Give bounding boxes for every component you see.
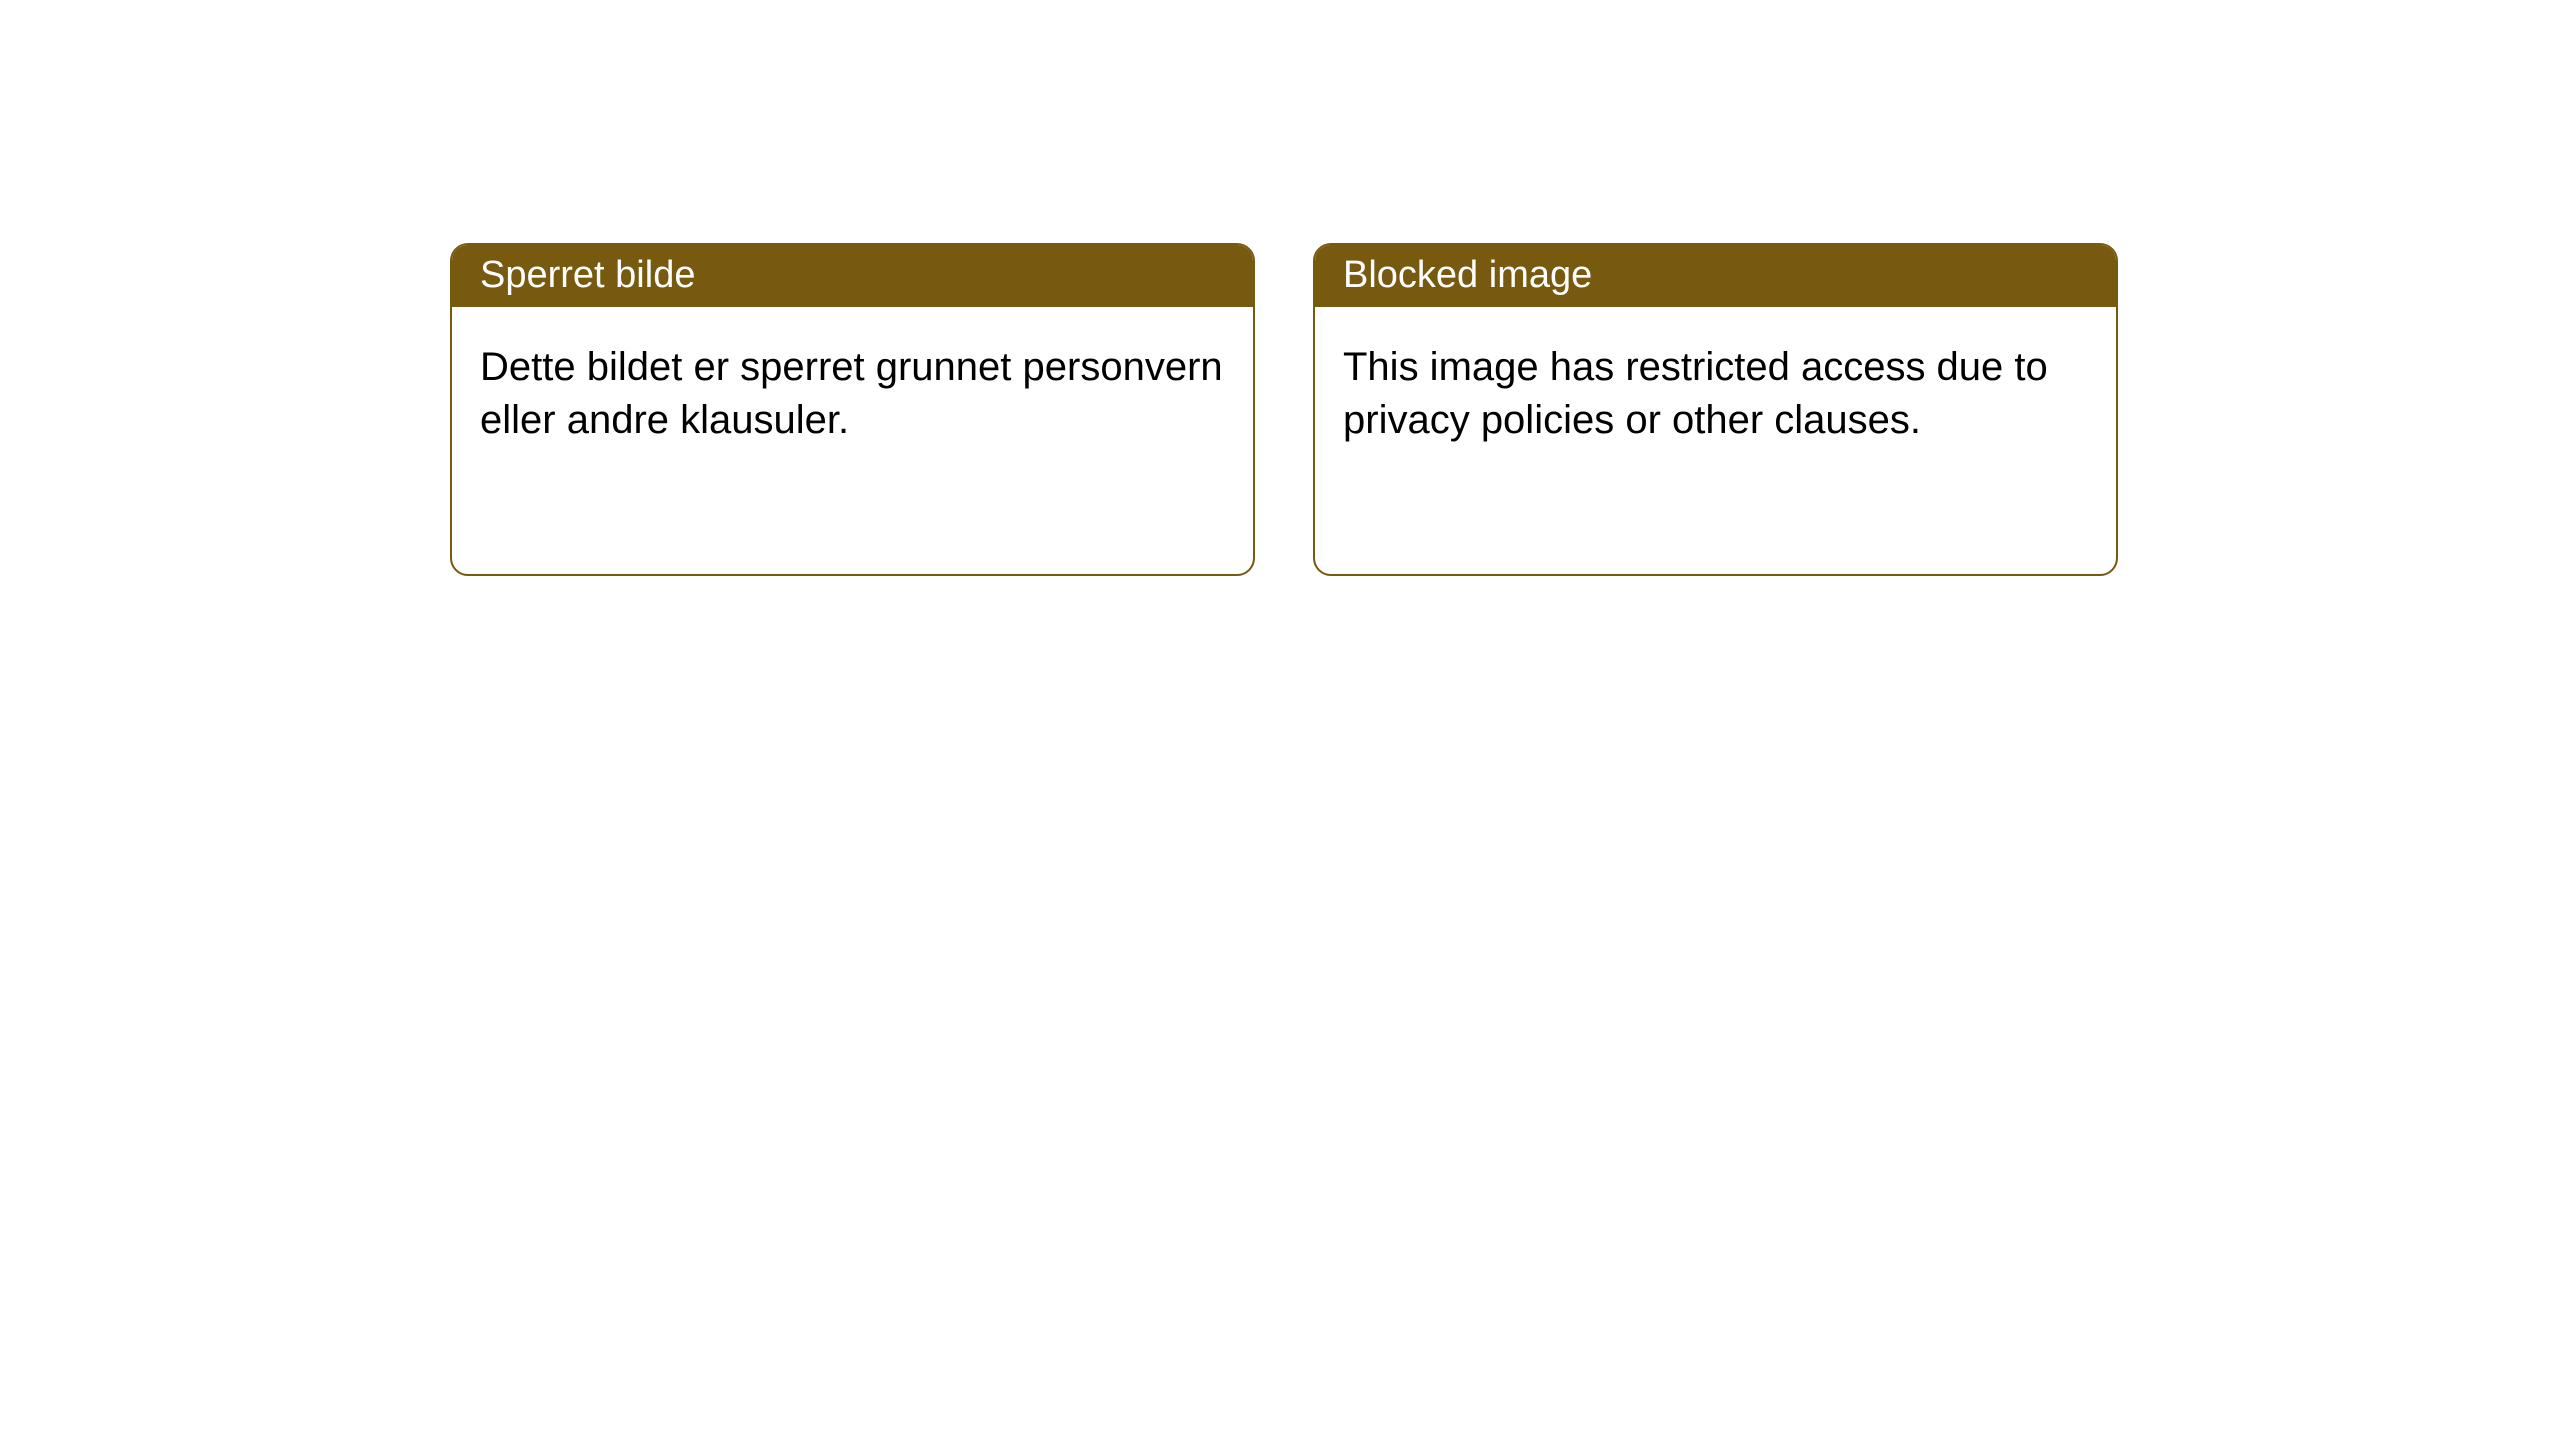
- notice-card-body: This image has restricted access due to …: [1315, 307, 2116, 475]
- notice-card-body: Dette bildet er sperret grunnet personve…: [452, 307, 1253, 475]
- notice-card-title: Blocked image: [1315, 245, 2116, 307]
- notice-card-title: Sperret bilde: [452, 245, 1253, 307]
- notice-card-english: Blocked image This image has restricted …: [1313, 243, 2118, 576]
- notice-card-norwegian: Sperret bilde Dette bildet er sperret gr…: [450, 243, 1255, 576]
- notice-container: Sperret bilde Dette bildet er sperret gr…: [0, 0, 2560, 576]
